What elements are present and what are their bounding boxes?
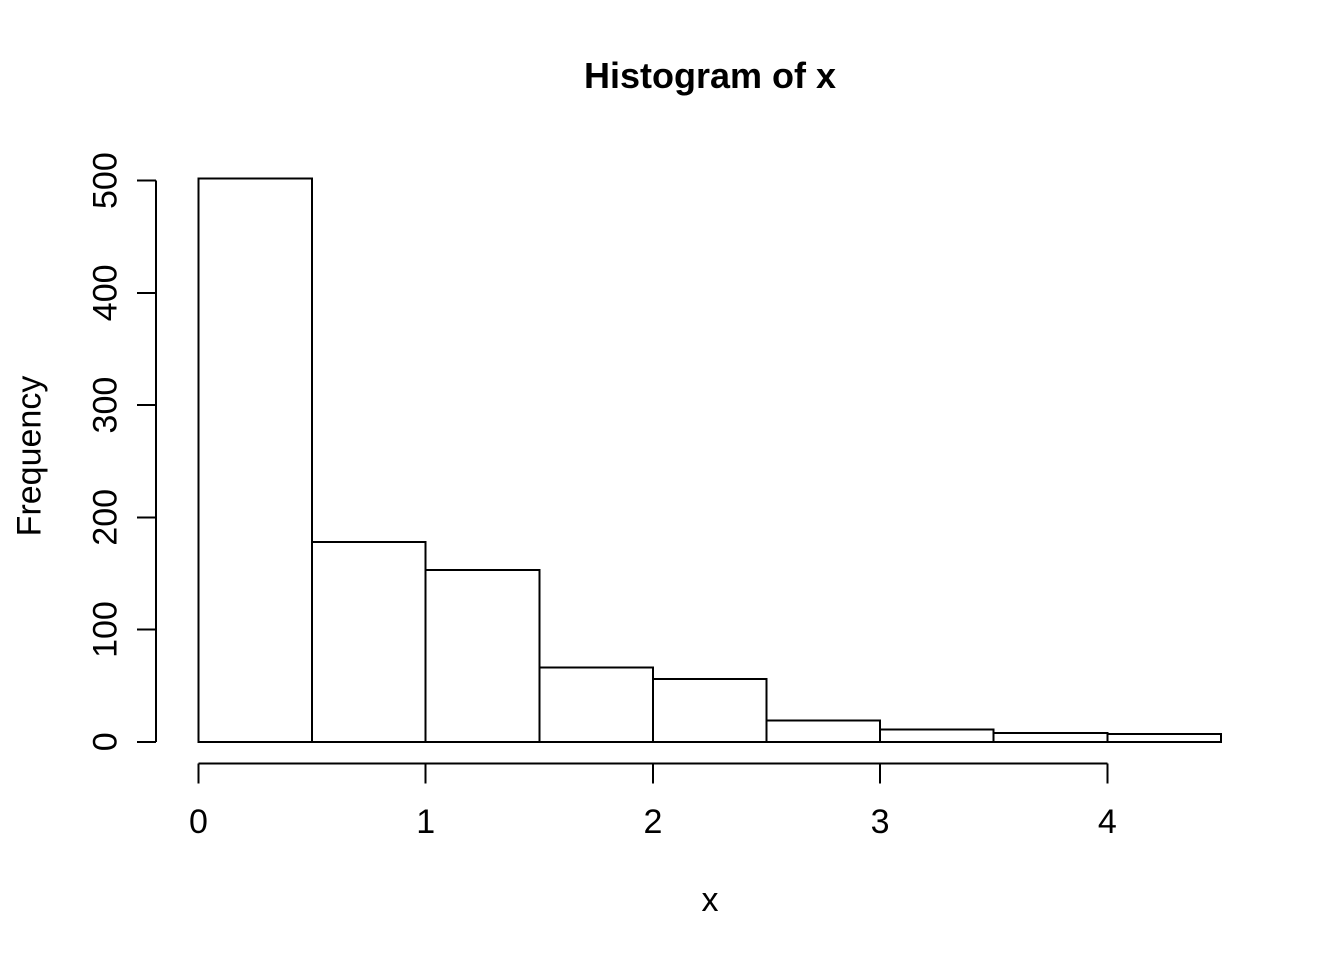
y-tick-label: 500 (87, 152, 125, 209)
x-tick-label: 2 (643, 803, 662, 841)
histogram-bar (765, 719, 882, 743)
histogram-bar (651, 677, 768, 743)
histogram-bar (992, 731, 1109, 743)
x-tick-label: 1 (416, 803, 435, 841)
histogram-bar (879, 728, 995, 743)
x-tick-label: 0 (189, 803, 208, 841)
histogram-bar (424, 569, 541, 743)
y-tick-label: 300 (87, 377, 125, 434)
histogram-bar (197, 177, 314, 743)
y-tick-label: 0 (87, 732, 125, 751)
x-tick-label: 3 (871, 803, 890, 841)
y-tick-label: 400 (87, 264, 125, 321)
y-tick-label: 200 (87, 489, 125, 546)
x-axis-title: x (701, 881, 719, 919)
histogram-bar (538, 666, 654, 743)
x-tick-label: 4 (1098, 803, 1117, 841)
y-tick-label: 100 (87, 601, 125, 658)
histogram-bar (1106, 732, 1222, 743)
histogram-bar (311, 541, 427, 743)
chart-title: Histogram of x (583, 55, 837, 96)
